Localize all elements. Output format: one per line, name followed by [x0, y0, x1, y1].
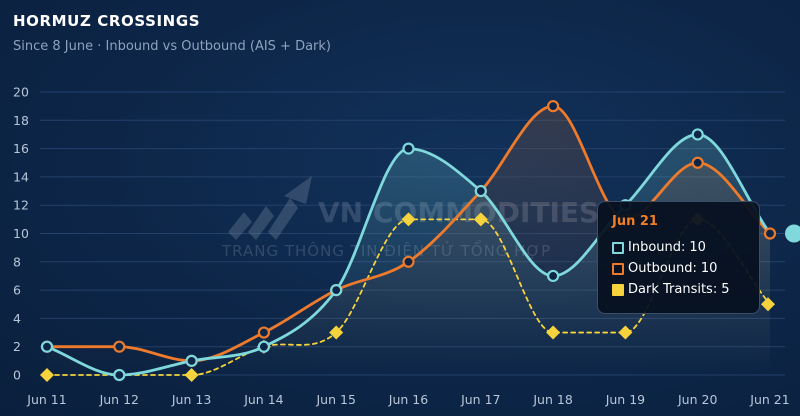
chart-subtitle: Since 8 June · Inbound vs Outbound (AIS …: [13, 39, 331, 54]
x-tick-label: Jun 20: [677, 392, 717, 407]
inbound-point[interactable]: [474, 184, 487, 198]
y-tick-label: 10: [13, 226, 29, 241]
dark-transits-point[interactable]: [546, 325, 561, 340]
outbound-point[interactable]: [257, 326, 270, 339]
x-tick-label: Jun 19: [605, 392, 645, 407]
outbound-point[interactable]: [113, 340, 126, 353]
dark-transits-point[interactable]: [329, 325, 344, 340]
inbound-point[interactable]: [691, 128, 704, 141]
y-tick-label: 18: [13, 113, 29, 128]
tooltip-date: Jun 21: [612, 214, 658, 229]
x-tick-label: Jun 17: [460, 392, 500, 407]
x-tick-label: Jun 15: [315, 392, 355, 407]
tooltip-row-outbound: Outbound: 10: [612, 258, 759, 279]
outbound-point[interactable]: [402, 255, 415, 268]
outbound-point[interactable]: [691, 156, 704, 169]
dark-transits-point[interactable]: [40, 368, 54, 382]
x-tick-label: Jun 18: [532, 392, 572, 407]
series-layer: [40, 100, 800, 382]
y-tick-label: 14: [13, 169, 29, 184]
tooltip-label: Inbound: [628, 240, 682, 255]
y-tick-label: 2: [13, 339, 21, 354]
x-tick-label: Jun 12: [99, 392, 139, 407]
inbound-point[interactable]: [546, 269, 560, 283]
axis-labels: 0 2 4 6 8 10 12 14 16 18 20 Jun 11 Jun 12 Jun 13 Jun 1…: [13, 85, 790, 408]
outbound-area: [47, 106, 770, 376]
y-tick-label: 4: [13, 311, 21, 326]
x-tick-label: Jun 13: [171, 392, 211, 407]
y-tick-label: 6: [13, 283, 21, 298]
inbound-point[interactable]: [257, 340, 270, 353]
dark-transits-point[interactable]: [401, 212, 416, 227]
inbound-swatch-icon: [612, 241, 624, 254]
x-tick-label: Jun 21: [749, 392, 789, 407]
y-tick-label: 12: [13, 198, 29, 213]
inbound-point[interactable]: [330, 284, 343, 297]
dark-transits-point[interactable]: [761, 297, 775, 312]
tooltip-row-inbound: Inbound: 10: [612, 237, 759, 258]
tooltip-label: Outbound: [628, 261, 693, 276]
dark-transits-point[interactable]: [473, 212, 488, 227]
inbound-point-active[interactable]: [785, 224, 800, 243]
inbound-point[interactable]: [185, 354, 198, 367]
inbound-point[interactable]: [402, 142, 415, 155]
x-tick-label: Jun 11: [26, 392, 66, 407]
tooltip-row-dark-transits: Dark Transits: 5: [612, 279, 759, 300]
outbound-swatch-icon: [612, 262, 624, 275]
outbound-point[interactable]: [546, 100, 560, 113]
y-tick-label: 0: [13, 368, 21, 383]
dark-transits-point[interactable]: [184, 368, 199, 382]
inbound-point[interactable]: [113, 368, 126, 382]
dark-transits-point[interactable]: [618, 325, 633, 340]
y-tick-label: 8: [13, 254, 21, 269]
tooltip-label: Dark Transits: [628, 282, 713, 297]
y-tick-label: 20: [13, 85, 29, 100]
dark-transits-swatch-icon: [612, 283, 624, 296]
x-tick-label: Jun 14: [243, 392, 283, 407]
watermark-logo-icon: [228, 176, 312, 240]
x-tick-label: Jun 16: [388, 392, 428, 407]
hover-tooltip: Jun 21 Inbound: 10 Outbound: 10 Dark Tra…: [597, 201, 760, 314]
outbound-point[interactable]: [763, 227, 777, 240]
y-tick-label: 16: [13, 141, 29, 156]
tooltip-value: 10: [689, 240, 706, 255]
inbound-point[interactable]: [40, 340, 54, 353]
tooltip-value: 5: [721, 282, 730, 297]
tooltip-value: 10: [700, 261, 718, 276]
chart-title: HORMUZ CROSSINGS: [13, 12, 201, 30]
